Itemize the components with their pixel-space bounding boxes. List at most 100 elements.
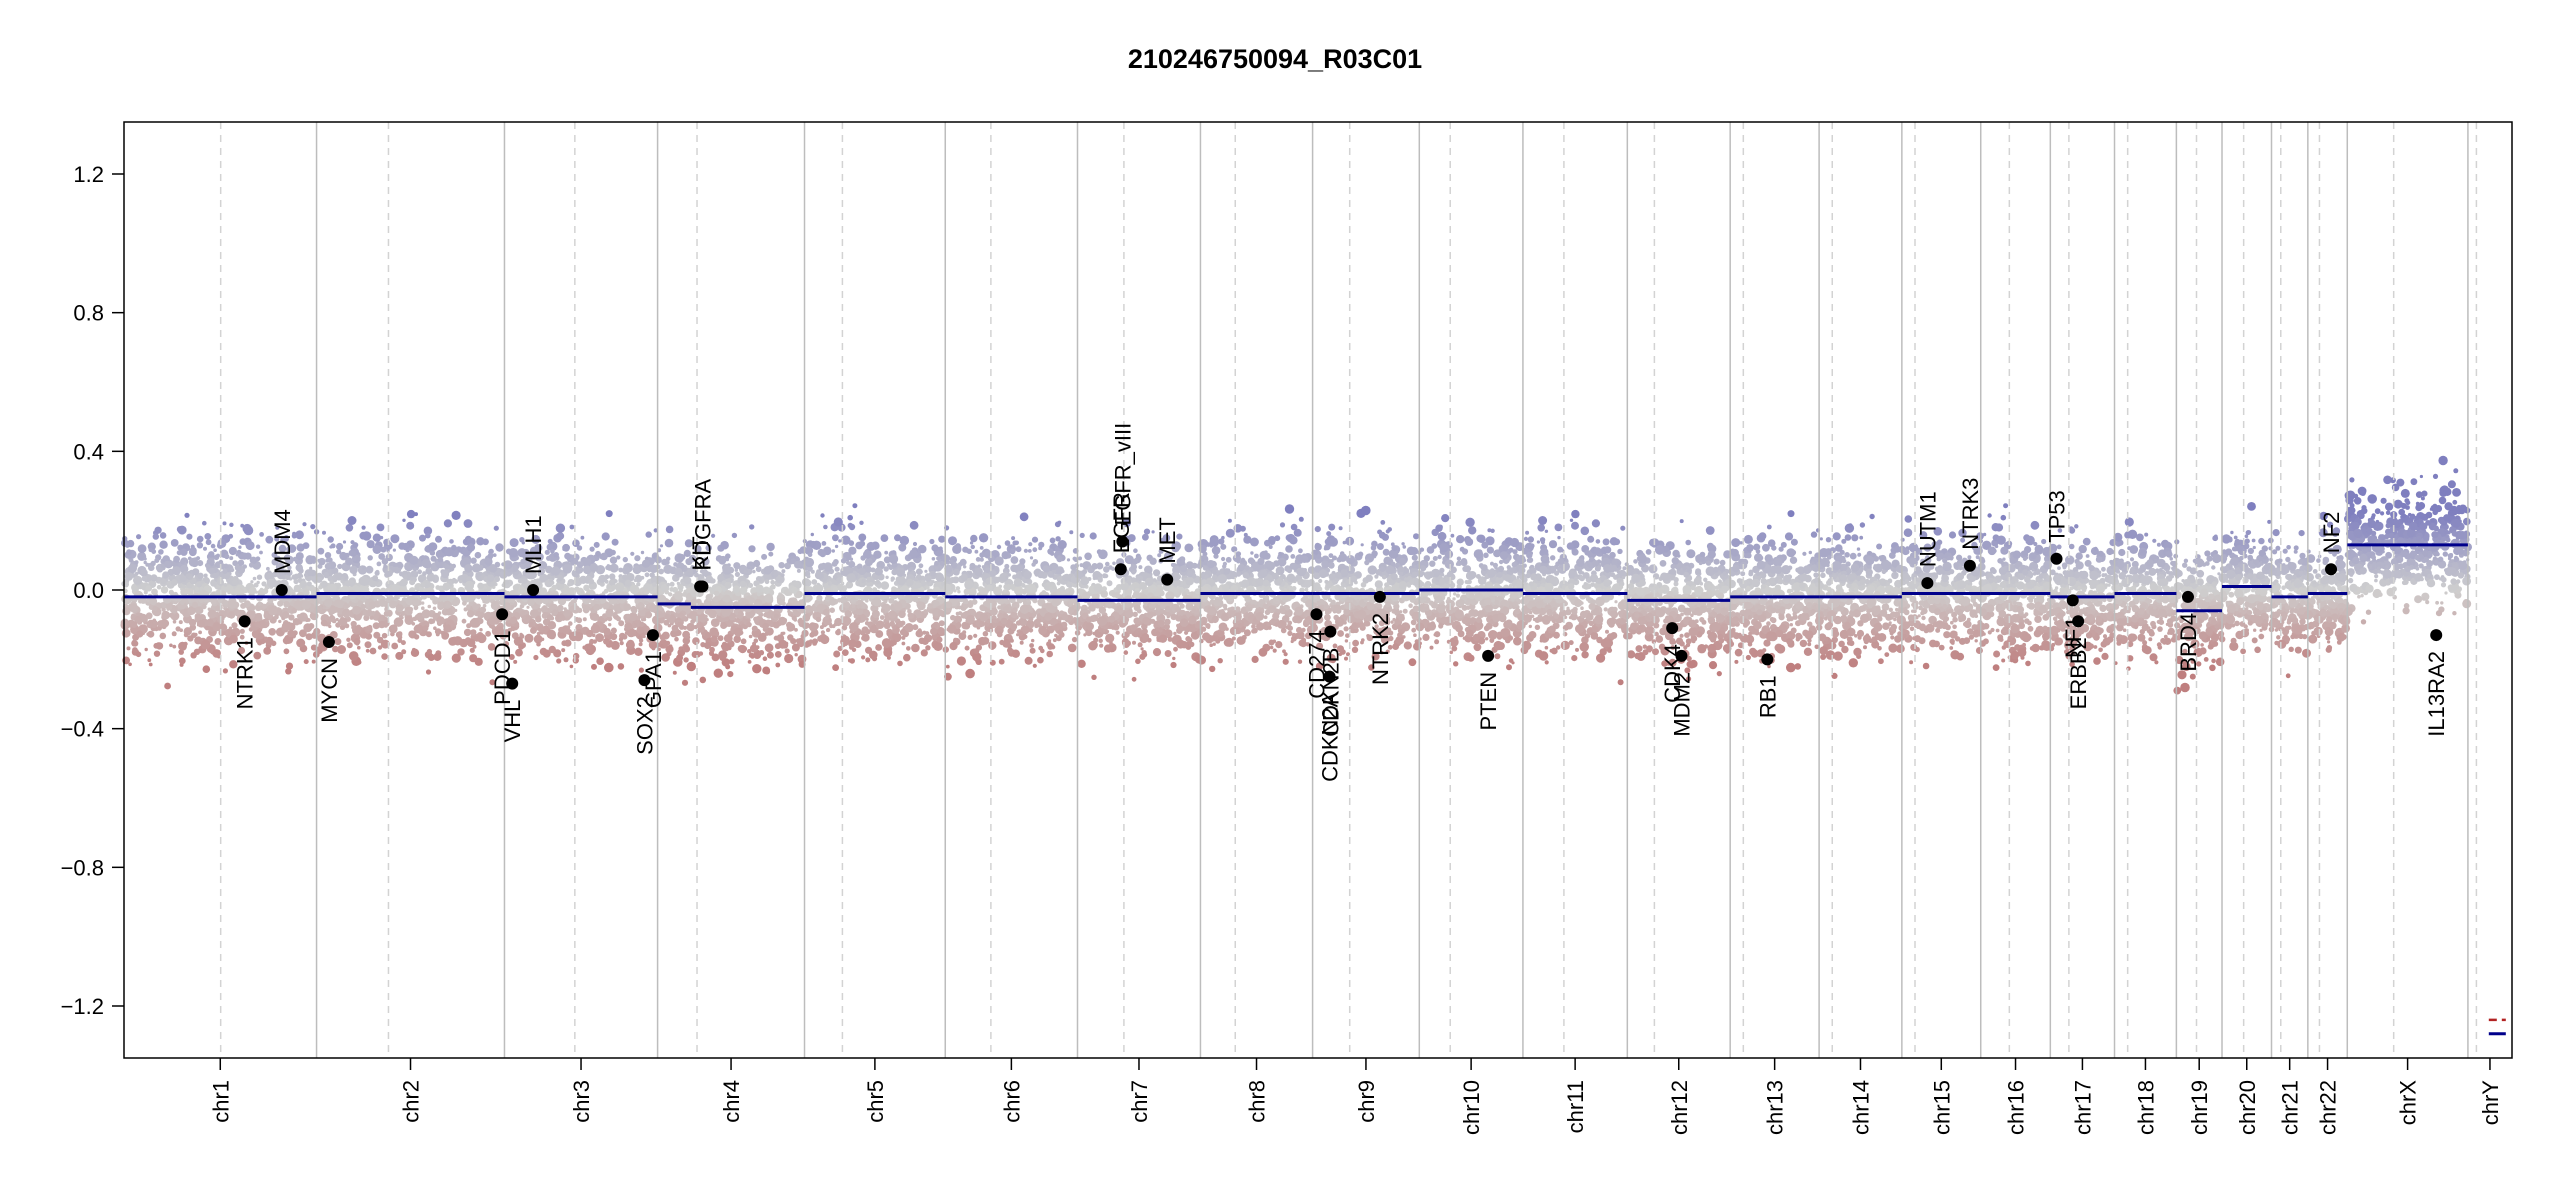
probe-point bbox=[1079, 532, 1085, 539]
probe-point bbox=[346, 642, 353, 649]
probe-point bbox=[378, 620, 386, 629]
probe-point bbox=[1185, 576, 1194, 586]
probe-point bbox=[664, 559, 670, 565]
probe-point bbox=[1108, 615, 1116, 623]
probe-point bbox=[414, 512, 418, 517]
probe-point bbox=[393, 562, 398, 568]
probe-point bbox=[177, 544, 184, 551]
probe-point bbox=[824, 615, 830, 620]
probe-point bbox=[493, 525, 499, 531]
probe-point bbox=[636, 626, 644, 634]
probe-point bbox=[861, 633, 870, 642]
probe-point bbox=[1220, 543, 1227, 550]
probe-point bbox=[912, 596, 919, 603]
probe-point bbox=[1061, 613, 1069, 621]
probe-point bbox=[300, 580, 308, 588]
probe-point bbox=[184, 512, 190, 518]
probe-point bbox=[994, 556, 1004, 566]
probe-point bbox=[461, 618, 467, 624]
probe-point bbox=[244, 641, 249, 645]
probe-point bbox=[727, 671, 734, 678]
probe-point bbox=[664, 613, 671, 620]
probe-point bbox=[1164, 650, 1172, 657]
probe-point bbox=[1251, 629, 1256, 634]
probe-point bbox=[708, 609, 717, 619]
probe-point bbox=[222, 668, 228, 674]
probe-point bbox=[1105, 561, 1110, 567]
probe-point bbox=[1212, 642, 1216, 646]
probe-point bbox=[712, 596, 719, 603]
probe-point bbox=[1112, 605, 1116, 609]
probe-point bbox=[228, 546, 237, 556]
probe-point bbox=[624, 567, 630, 573]
probe-point bbox=[654, 610, 663, 619]
probe-point bbox=[135, 651, 142, 658]
probe-point bbox=[790, 638, 797, 645]
probe-point bbox=[214, 638, 222, 645]
probe-point bbox=[369, 647, 377, 655]
probe-point bbox=[508, 548, 519, 558]
probe-point bbox=[1092, 631, 1096, 636]
probe-point bbox=[124, 572, 134, 581]
probe-point bbox=[622, 556, 628, 563]
probe-point bbox=[885, 575, 889, 579]
probe-point bbox=[692, 637, 700, 645]
probe-point bbox=[169, 591, 175, 596]
probe-point bbox=[818, 563, 826, 571]
probe-point bbox=[812, 640, 818, 646]
probe-point bbox=[1003, 589, 1007, 593]
probe-point bbox=[678, 612, 684, 619]
probe-point bbox=[1130, 624, 1137, 631]
probe-point bbox=[817, 548, 825, 557]
probe-point bbox=[1071, 636, 1078, 643]
probe-point bbox=[1057, 520, 1062, 525]
probe-point bbox=[425, 567, 433, 575]
probe-point bbox=[425, 631, 432, 638]
probe-point bbox=[970, 544, 975, 550]
probe-point bbox=[933, 641, 943, 651]
probe-point bbox=[259, 587, 264, 592]
probe-point bbox=[328, 615, 336, 622]
probe-point bbox=[1186, 570, 1194, 578]
probe-point bbox=[563, 607, 567, 611]
probe-point bbox=[576, 561, 584, 568]
probe-point bbox=[1126, 610, 1134, 618]
probe-point bbox=[470, 617, 480, 627]
probe-point bbox=[618, 567, 624, 573]
probe-point bbox=[383, 564, 387, 569]
probe-point bbox=[303, 589, 310, 596]
probe-point bbox=[642, 617, 647, 622]
probe-point bbox=[564, 552, 571, 560]
probe-point bbox=[548, 645, 556, 654]
probe-point bbox=[278, 619, 282, 624]
probe-point bbox=[755, 566, 762, 573]
probe-point bbox=[1188, 641, 1195, 648]
probe-point bbox=[1019, 512, 1029, 522]
probe-point bbox=[866, 541, 876, 551]
probe-point bbox=[488, 616, 498, 626]
probe-point bbox=[381, 632, 388, 639]
probe-point bbox=[985, 577, 994, 586]
probe-point bbox=[772, 621, 780, 629]
probe-point bbox=[668, 592, 673, 597]
probe-point bbox=[865, 657, 871, 663]
probe-point bbox=[915, 629, 924, 638]
probe-point bbox=[870, 625, 876, 631]
probe-point bbox=[704, 641, 712, 650]
probe-point bbox=[237, 559, 245, 566]
probe-point bbox=[270, 640, 277, 647]
probe-point bbox=[824, 595, 831, 602]
probe-point bbox=[1142, 533, 1149, 541]
probe-point bbox=[145, 562, 150, 567]
probe-point bbox=[596, 657, 604, 665]
probe-point bbox=[993, 586, 1003, 596]
probe-point bbox=[464, 580, 475, 591]
probe-point bbox=[293, 600, 303, 610]
probe-point bbox=[296, 566, 303, 573]
probe-point bbox=[739, 580, 747, 588]
probe-point bbox=[466, 543, 476, 552]
probe-point bbox=[1093, 583, 1103, 593]
probe-point bbox=[846, 573, 856, 583]
probe-point bbox=[149, 622, 154, 627]
probe-point bbox=[603, 638, 610, 645]
